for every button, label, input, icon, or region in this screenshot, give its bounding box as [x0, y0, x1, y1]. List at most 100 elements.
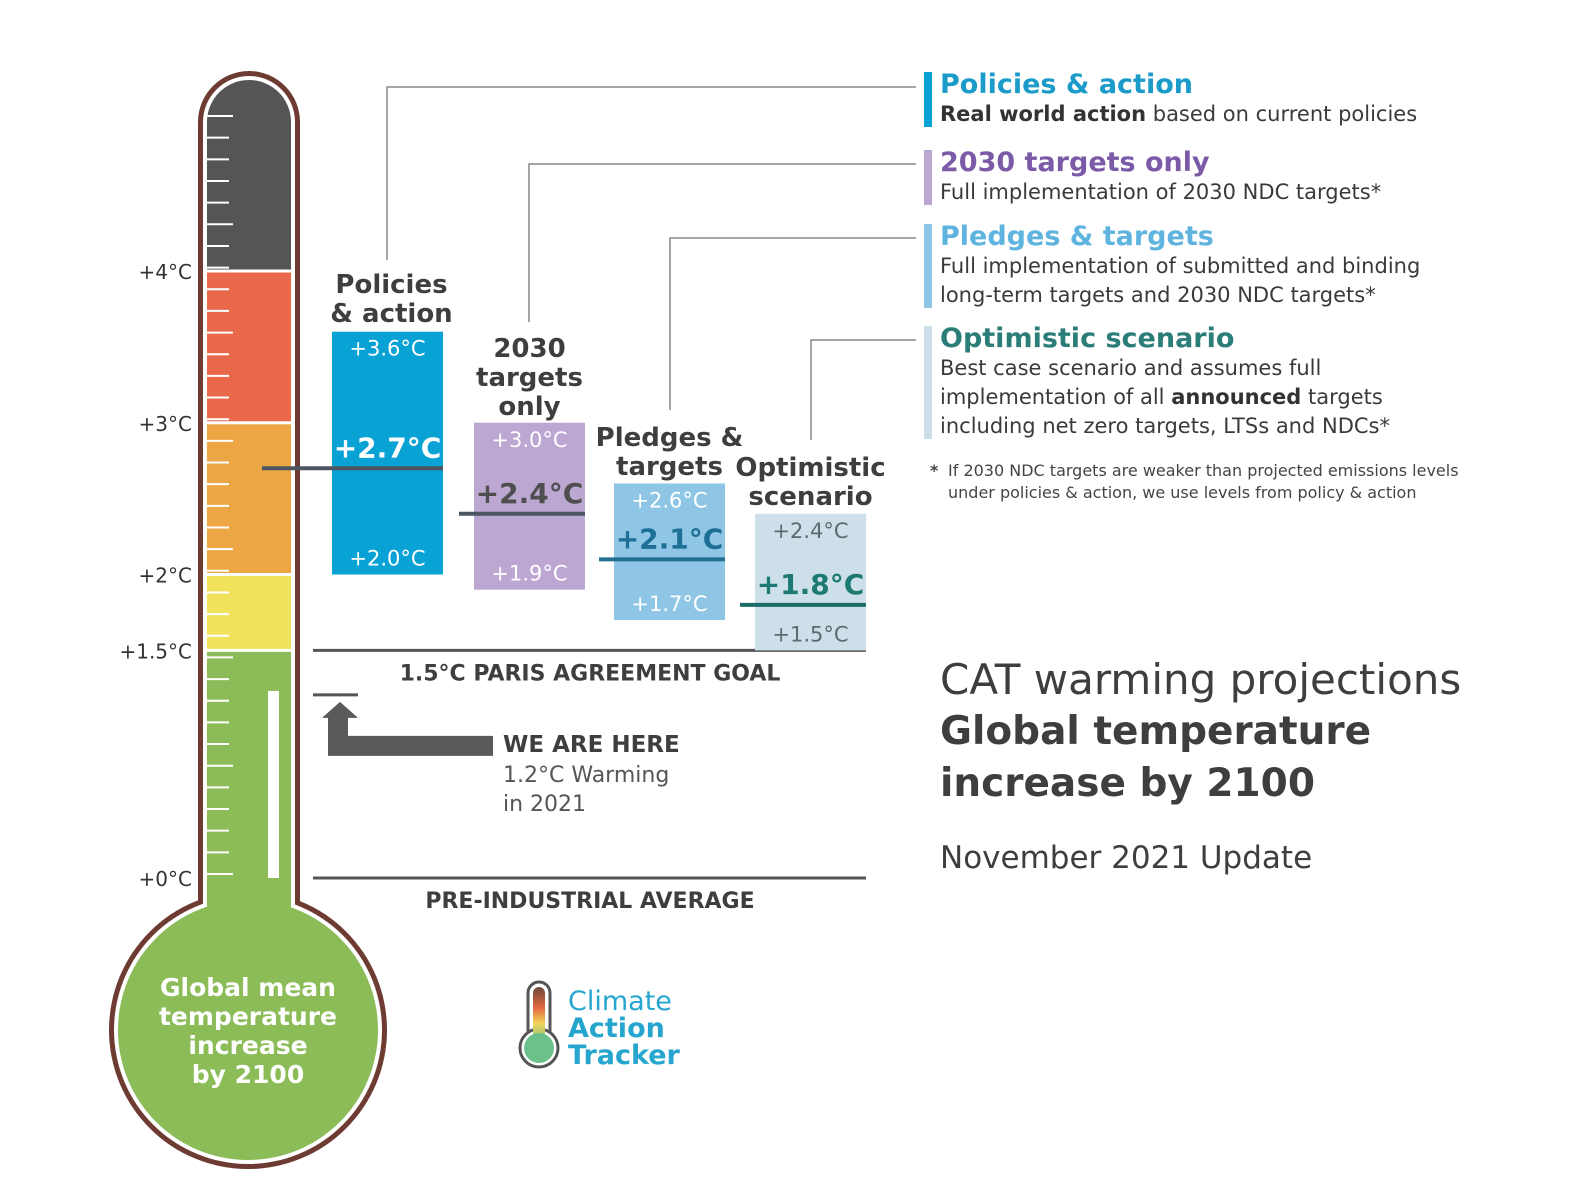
- scenario-label: targets: [476, 363, 583, 393]
- scenario-label: 2030: [493, 334, 565, 364]
- high-estimate-label: +2.4°C: [772, 519, 848, 543]
- thermometer-band: [207, 80, 291, 271]
- legend-title: Pledges & targets: [940, 221, 1214, 252]
- axis-tick-label: +0°C: [139, 867, 192, 891]
- reference-lines: 1.5°C PARIS AGREEMENT GOAL PRE-INDUSTRIAL…: [313, 648, 866, 914]
- legend-description-segment: based on current policies: [1146, 102, 1418, 126]
- legend-description-segment: Full implementation of submitted and bin…: [940, 254, 1421, 278]
- scenario-label: & action: [330, 299, 452, 329]
- scenario-label: scenario: [748, 482, 872, 512]
- thermometer-bulb: [118, 900, 378, 1160]
- central-estimate-label: +2.1°C: [616, 522, 724, 555]
- central-estimate-label: +2.7°C: [334, 431, 442, 464]
- low-estimate-label: +1.9°C: [491, 562, 567, 586]
- thermometer-band: [207, 422, 291, 575]
- scenario-label: Pledges &: [596, 423, 744, 453]
- legend-description: implementation of all announced targets: [940, 383, 1560, 412]
- legend-connector: [386, 86, 916, 260]
- scenario-label: targets: [616, 452, 723, 482]
- scenario-label: only: [498, 392, 560, 422]
- legend-description: Full implementation of 2030 NDC targets*: [940, 178, 1560, 207]
- scenario-bar-group: +2.7°C +3.6°C +2.0°C Policies& action: [262, 270, 453, 575]
- legend-description-segment: long-term targets and 2030 NDC targets*: [940, 283, 1376, 307]
- high-estimate-label: +2.6°C: [631, 488, 707, 512]
- logo-text-line: Tracker: [568, 1040, 681, 1071]
- bulb-label-line: temperature: [159, 1002, 337, 1031]
- temperature-axis: +0°C +1.5°C +2°C +3°C +4°C: [119, 260, 192, 891]
- side-title-line2: Global temperature: [940, 709, 1372, 754]
- logo-text-line: Action: [568, 1013, 665, 1044]
- thermometer-band: [207, 574, 291, 651]
- legend-item: Policies & action Real world action based…: [924, 69, 1560, 129]
- legend-title: Optimistic scenario: [940, 323, 1235, 354]
- side-title-line1: CAT warming projections: [940, 655, 1462, 704]
- legend-description: long-term targets and 2030 NDC targets*: [940, 281, 1560, 310]
- bulb-label-line: increase: [188, 1031, 307, 1060]
- legend-item: 2030 targets only Full implementation of …: [924, 147, 1560, 207]
- scenario-label: Optimistic: [735, 453, 885, 483]
- legend-description-segment: including net zero targets, LTSs and NDC…: [940, 414, 1390, 438]
- legend-description-segment: targets: [1301, 385, 1383, 409]
- legend-title: 2030 targets only: [940, 147, 1210, 178]
- legend-description-segment: Real world action: [940, 102, 1147, 126]
- axis-tick-label: +4°C: [139, 260, 192, 284]
- legend-connector: [669, 237, 916, 410]
- thermometer-band: [207, 271, 291, 423]
- thermometer-neck: [207, 873, 291, 973]
- central-estimate-label: +2.4°C: [476, 477, 584, 510]
- legend-color-bar: [924, 224, 932, 308]
- logo-bulb-fill: [524, 1033, 554, 1063]
- annotation-title: WE ARE HERE: [503, 732, 680, 758]
- scenario-label: Policies: [335, 270, 447, 300]
- footnote-line: under policies & action, we use levels f…: [948, 483, 1417, 502]
- legend-description-segment: implementation of all: [940, 385, 1172, 409]
- bulb-label-line: by 2100: [192, 1060, 304, 1089]
- footnote-star: *: [930, 461, 939, 480]
- legend-description: Real world action based on current polic…: [940, 100, 1560, 129]
- axis-tick-label: +2°C: [139, 564, 192, 588]
- axis-tick-label: +1.5°C: [119, 639, 192, 663]
- legend-description: including net zero targets, LTSs and NDC…: [940, 412, 1560, 441]
- legend-item: Optimistic scenario Best case scenario an…: [924, 323, 1560, 441]
- scenario-bar: [474, 422, 585, 590]
- legend-connector: [810, 339, 916, 440]
- reference-line-label: PRE-INDUSTRIAL AVERAGE: [425, 889, 754, 914]
- annotation-line: in 2021: [503, 792, 586, 817]
- central-estimate-label: +1.8°C: [757, 568, 865, 601]
- legend-description-segment: announced: [1171, 385, 1302, 409]
- legend-connector: [528, 163, 916, 322]
- legend-title: Policies & action: [940, 69, 1193, 100]
- update-label: November 2021 Update: [940, 840, 1313, 876]
- annotation-line: 1.2°C Warming: [503, 763, 669, 788]
- legend-description-segment: Best case scenario and assumes full: [940, 356, 1322, 380]
- axis-tick-label: +3°C: [139, 412, 192, 436]
- logo-text-line: Climate: [568, 986, 672, 1017]
- scenario-bar: [755, 513, 866, 651]
- legend-description-segment: Full implementation of 2030 NDC targets*: [940, 180, 1382, 204]
- legend-color-bar: [924, 72, 932, 127]
- low-estimate-label: +1.5°C: [772, 622, 848, 646]
- we-are-here-annotation: WE ARE HERE 1.2°C Warming in 2021: [313, 693, 680, 817]
- scenario-bar: [614, 483, 725, 621]
- legend-color-bar: [924, 150, 932, 205]
- side-title: CAT warming projections Global temperatu…: [940, 654, 1540, 878]
- legend-connectors: [386, 86, 916, 440]
- thermometer-ticks: [207, 115, 233, 875]
- current-level-indicator: [268, 690, 279, 878]
- bulb-label-line: Global mean: [160, 973, 336, 1002]
- high-estimate-label: +3.0°C: [491, 428, 567, 452]
- legend-color-bar: [924, 326, 932, 439]
- scenario-bar: [332, 331, 443, 575]
- logo-thermometer-fill: [533, 987, 545, 1047]
- footnote-line: If 2030 NDC targets are weaker than proj…: [948, 461, 1459, 480]
- high-estimate-label: +3.6°C: [349, 337, 425, 361]
- scenario-bar-group: +2.1°C +2.6°C +1.7°C Pledges &targets: [596, 423, 744, 621]
- we-are-here-arrow: [322, 701, 493, 756]
- low-estimate-label: +2.0°C: [349, 547, 425, 571]
